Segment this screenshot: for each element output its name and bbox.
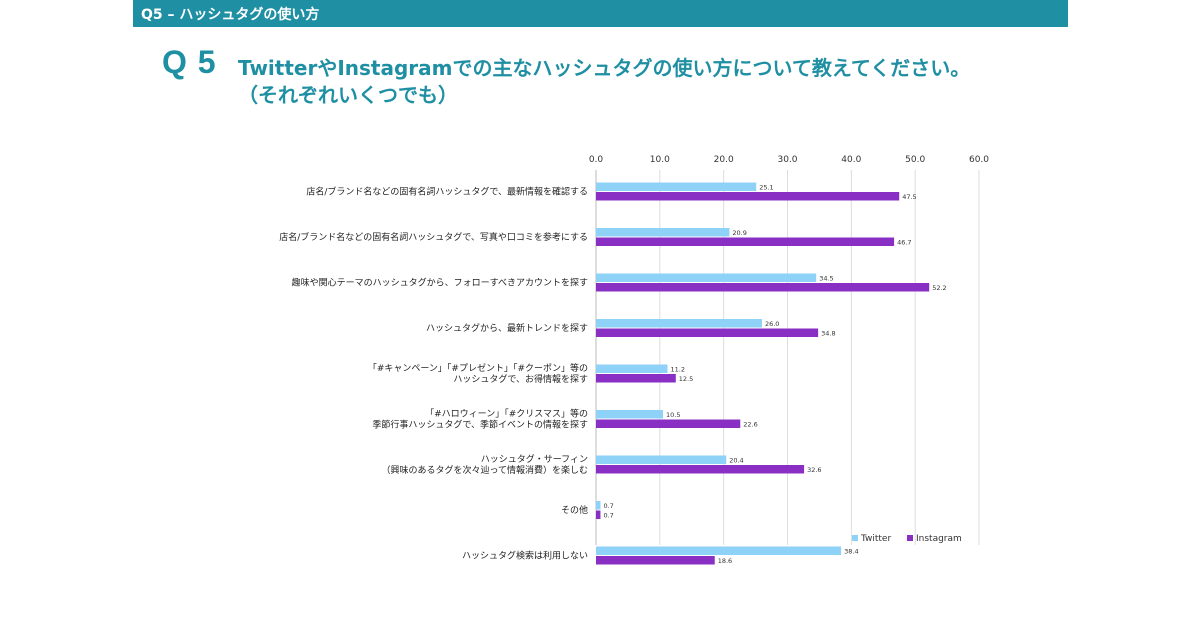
bar-twitter (596, 546, 842, 555)
data-label: 25.1 (759, 184, 773, 192)
category-label: 店名/ブランド名などの固有名詞ハッシュタグで、最新情報を確認する (306, 186, 588, 198)
data-label: 0.7 (603, 512, 613, 520)
x-tick-label: 50.0 (905, 155, 925, 165)
data-label: 34.5 (819, 275, 833, 283)
bar-instagram (596, 283, 930, 292)
data-label: 32.6 (807, 466, 821, 474)
bar-twitter (596, 501, 601, 510)
x-tick-label: 10.0 (650, 155, 670, 165)
category-label: ハッシュタグ検索は利用しない (462, 550, 588, 562)
category-label: 「#キャンペーン」「#プレゼント」「#クーポン」等の (368, 362, 588, 374)
data-label: 10.5 (666, 411, 680, 419)
header-bar: Q5 – ハッシュタグの使い方 (133, 0, 1068, 27)
x-tick-label: 20.0 (714, 155, 734, 165)
bar-instagram (596, 510, 601, 519)
data-label: 46.7 (897, 239, 911, 247)
category-label: ハッシュタグから、最新トレンドを探す (426, 322, 588, 334)
category-label: 趣味や関心テーマのハッシュタグから、フォローすべきアカウントを探す (292, 277, 588, 289)
bar-twitter (596, 273, 817, 282)
bar-instagram (596, 419, 741, 428)
bar-instagram (596, 556, 715, 565)
question-line2: （それぞれいくつでも） (238, 83, 458, 107)
category-label: 店名/ブランド名などの固有名詞ハッシュタグで、写真や口コミを参考にする (279, 231, 588, 243)
question-number: Q 5 (162, 44, 217, 80)
data-label: 26.0 (765, 320, 779, 328)
category-label: その他 (561, 504, 588, 516)
header-title: Q5 – ハッシュタグの使い方 (141, 7, 320, 23)
data-label: 47.5 (902, 193, 916, 201)
data-label: 22.6 (743, 421, 757, 429)
bar-twitter (596, 228, 730, 237)
legend-swatch (907, 535, 913, 541)
x-tick-label: 60.0 (969, 155, 989, 165)
legend-label: Instagram (916, 534, 962, 544)
question-text: TwitterやInstagramでの主なハッシュタグの使い方について教えてくだ… (238, 55, 970, 109)
bar-twitter (596, 182, 757, 191)
bar-twitter (596, 455, 727, 464)
question-line1: TwitterやInstagramでの主なハッシュタグの使い方について教えてくだ… (238, 56, 971, 80)
data-label: 34.8 (821, 330, 835, 338)
category-label: 季節行事ハッシュタグで、季節イベントの情報を探す (372, 419, 588, 431)
category-label: ハッシュタグ・サーフィン (481, 453, 588, 465)
data-label: 52.2 (932, 284, 946, 292)
bar-instagram (596, 328, 819, 337)
x-tick-label: 30.0 (777, 155, 797, 165)
data-label: 11.2 (670, 366, 684, 374)
data-label: 38.4 (844, 548, 858, 556)
bar-instagram (596, 192, 900, 201)
bar-instagram (596, 465, 805, 474)
x-tick-label: 0.0 (589, 155, 604, 165)
data-label: 20.4 (729, 457, 743, 465)
legend-label: Twitter (860, 534, 891, 544)
bar-twitter (596, 410, 664, 419)
bar-instagram (596, 374, 676, 383)
data-label: 12.5 (679, 375, 693, 383)
category-label: （興味のあるタグを次々辿って情報消費）を楽しむ (381, 464, 588, 476)
data-label: 0.7 (603, 502, 613, 510)
x-tick-label: 40.0 (841, 155, 861, 165)
data-label: 18.6 (718, 557, 732, 565)
bar-instagram (596, 237, 895, 246)
bar-twitter (596, 364, 668, 373)
category-label: ハッシュタグで、お得情報を探す (453, 373, 588, 385)
bar-twitter (596, 319, 762, 328)
legend-swatch (852, 535, 858, 541)
category-label: 「#ハロウィーン」「#クリスマス」等の (425, 408, 588, 420)
data-label: 20.9 (732, 229, 746, 237)
